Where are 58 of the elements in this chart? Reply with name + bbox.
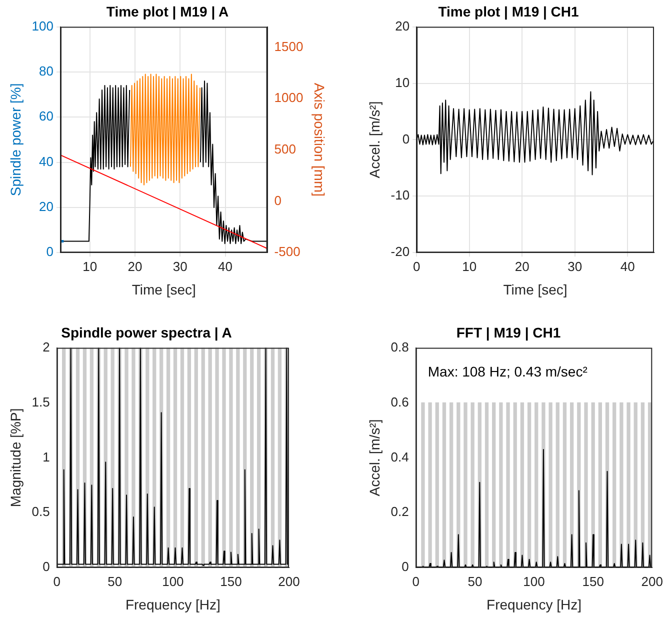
x-tick-label: 20: [128, 258, 142, 274]
chart-title: Time plot | M19 | CH1: [438, 3, 580, 20]
chart-title: Spindle power spectra | A: [61, 324, 232, 342]
y2-tick-label: 1000: [274, 90, 304, 106]
y-tick-label: 0.6: [390, 394, 409, 410]
y2-tick-label: -500: [274, 244, 300, 260]
y2-tick-label: 1500: [274, 38, 304, 54]
x-tick-label: 100: [523, 574, 545, 589]
y-tick-label: -20: [390, 244, 410, 260]
y-tick-label: 0: [402, 131, 410, 146]
chart-title: Time plot | M19 | A: [106, 3, 229, 20]
x-tick-label: 0: [412, 258, 420, 274]
x-tick-label: 40: [218, 258, 233, 274]
y2-tick-label: 500: [274, 142, 296, 157]
x-tick-label: 10: [82, 258, 98, 274]
y-tick-label: 20: [39, 199, 54, 214]
annotation: Max: 108 Hz; 0.43 m/sec²: [428, 364, 588, 380]
x-tick-label: 10: [462, 258, 477, 274]
x-tick-label: 50: [468, 574, 482, 589]
y-axis-title: Magnitude [%P]: [7, 408, 24, 508]
x-tick-label: 150: [582, 574, 604, 589]
y-tick-label: 0: [42, 559, 50, 574]
y-tick-label: 60: [39, 108, 54, 124]
y2-tick-label: 0: [274, 192, 282, 208]
x-tick-label: 150: [220, 574, 242, 589]
y-tick-label: 80: [39, 64, 54, 79]
y-axis-title: Accel. [m/s²]: [366, 419, 382, 496]
y-tick-label: 0.2: [390, 504, 409, 520]
y-tick-label: 2: [42, 339, 50, 354]
y-tick-label: 0.4: [390, 449, 409, 464]
x-tick-label: 30: [172, 258, 188, 274]
x-tick-label: 100: [162, 574, 184, 589]
x-axis-title: Time [sec]: [132, 281, 196, 298]
y-tick-label: 0.5: [32, 504, 50, 520]
y-tick-label: 20: [395, 18, 410, 34]
x-tick-label: 40: [620, 258, 635, 274]
y-tick-label: 100: [32, 18, 54, 34]
x-tick-label: 0: [412, 574, 420, 589]
chart-title: FFT | M19 | CH1: [456, 324, 561, 342]
x-tick-label: 200: [641, 574, 664, 589]
x-tick-label: 20: [514, 258, 530, 274]
y-tick-label: 10: [395, 74, 410, 90]
y-tick-label: 0: [402, 559, 409, 574]
y-axis-title: Spindle power [%]: [7, 83, 24, 196]
y-tick-label: -10: [390, 188, 410, 203]
y-tick-label: 0.8: [390, 339, 409, 354]
y-axis-title: Accel. [m/s²]: [366, 101, 382, 178]
y-tick-label: 0: [46, 244, 54, 260]
x-axis-title: Frequency [Hz]: [125, 596, 220, 612]
x-tick-label: 200: [278, 574, 300, 589]
x-axis-title: Time [sec]: [503, 281, 568, 298]
x-axis-title: Frequency [Hz]: [486, 596, 582, 612]
y-tick-label: 40: [39, 154, 54, 169]
y2-axis-title: Axis position [mm]: [312, 82, 328, 196]
y-tick-label: 1: [42, 449, 50, 464]
x-tick-label: 30: [568, 258, 582, 274]
x-tick-label: 50: [108, 574, 122, 589]
y-tick-label: 1.5: [32, 394, 50, 410]
